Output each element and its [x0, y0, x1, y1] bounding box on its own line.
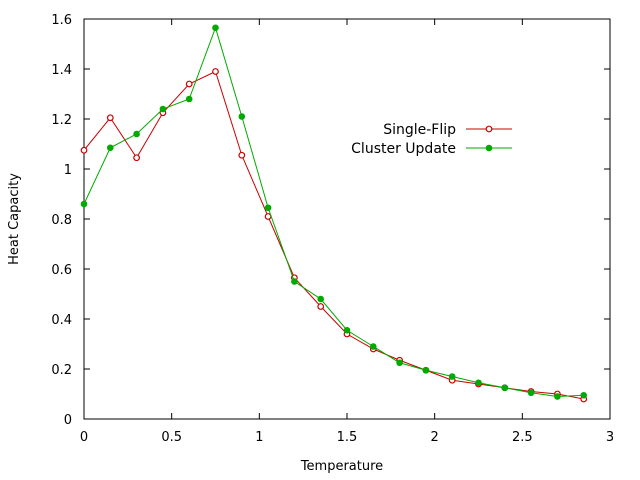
- legend-label: Single-Flip: [383, 122, 456, 138]
- data-point: [501, 384, 509, 392]
- data-point: [448, 373, 456, 380]
- data-point: [396, 359, 403, 367]
- data-point: [343, 326, 351, 334]
- series-single-flip: [80, 68, 588, 403]
- data-point: [422, 366, 430, 374]
- data-point: [527, 389, 535, 397]
- data-point: [317, 303, 325, 310]
- data-point: [238, 113, 246, 120]
- data-point: [80, 200, 88, 208]
- data-point: [80, 146, 88, 154]
- x-tick-label: 1: [255, 430, 263, 445]
- data-point: [133, 130, 140, 138]
- plot-frame: [83, 18, 611, 420]
- axis-ticks: [83, 18, 611, 420]
- data-point: [107, 144, 114, 152]
- x-tick-label: 2.5: [512, 430, 533, 445]
- data-point: [580, 391, 588, 399]
- x-axis-label: Temperature: [300, 459, 383, 474]
- y-tick-label: 0.2: [51, 363, 72, 378]
- x-tick-label: 2: [431, 430, 439, 445]
- series-line: [83, 26, 584, 398]
- y-tick-label: 1.6: [51, 13, 72, 28]
- series-layer: [80, 24, 588, 403]
- legend-label: Cluster Update: [351, 141, 456, 157]
- x-tick-label: 3: [606, 430, 614, 445]
- y-tick-label: 1: [64, 163, 72, 178]
- legend: Single-Flip Cluster Update: [351, 122, 512, 157]
- data-point: [133, 154, 141, 162]
- y-tick-label: 0.8: [51, 213, 72, 228]
- x-tick-label: 0: [80, 430, 88, 445]
- data-point: [291, 278, 298, 285]
- legend-marker: [485, 144, 493, 152]
- y-tick-label: 1.2: [51, 113, 72, 128]
- y-tick-label: 0.4: [51, 313, 72, 328]
- data-point: [475, 379, 482, 387]
- x-tick-label: 1.5: [337, 430, 358, 445]
- x-tick-label: 0.5: [161, 430, 182, 445]
- data-point: [238, 151, 246, 159]
- y-tick-label: 0.6: [51, 263, 72, 278]
- data-point: [370, 343, 377, 350]
- data-point: [317, 295, 325, 303]
- data-point: [185, 80, 193, 88]
- data-point: [264, 204, 272, 212]
- y-tick-label: 0: [64, 413, 72, 428]
- y-axis-label: Heat Capacity: [7, 173, 22, 265]
- data-point: [106, 114, 114, 122]
- series-line: [83, 70, 584, 400]
- legend-marker: [485, 125, 493, 133]
- data-point: [159, 105, 167, 113]
- data-point: [212, 24, 219, 32]
- y-tick-label: 1.4: [51, 63, 72, 78]
- series-cluster-update: [80, 24, 588, 400]
- data-point: [554, 393, 561, 400]
- axis-tick-labels: 0 0.5 1 1.5 2 2.5 3 0 0.2 0.4 0.6 0.8 1 1.2 1.4 1.6: [51, 13, 614, 445]
- data-point: [212, 68, 219, 75]
- data-point: [185, 95, 193, 103]
